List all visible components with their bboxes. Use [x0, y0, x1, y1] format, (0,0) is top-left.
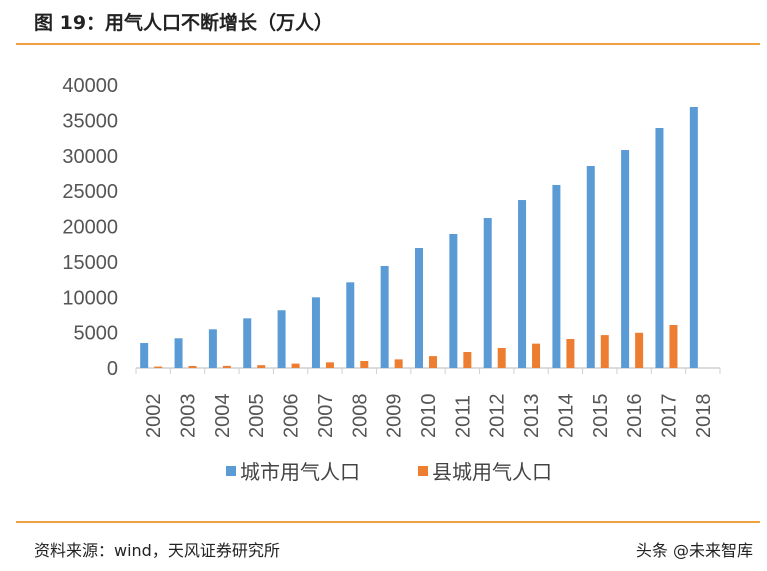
bar-city-2005 — [243, 318, 252, 368]
bar-city-2004 — [208, 329, 217, 368]
x-tick-label: 2004 — [212, 394, 234, 439]
legend-swatch — [418, 466, 428, 476]
bar-county-2008 — [360, 360, 369, 368]
bar-county-2016 — [635, 332, 644, 368]
legend-label: 城市用气人口 — [240, 460, 360, 484]
x-tick-label: 2006 — [281, 394, 303, 439]
bottom-divider — [16, 521, 760, 523]
bar-city-2011 — [449, 233, 458, 368]
watermark: 头条 @未来智库 — [635, 541, 753, 560]
y-tick-label: 40000 — [62, 75, 118, 97]
bar-county-2014 — [566, 338, 575, 368]
bar-city-2006 — [277, 310, 286, 368]
bar-county-2013 — [532, 343, 541, 368]
bar-city-2017 — [655, 128, 664, 368]
bar-city-2008 — [346, 282, 355, 368]
y-tick-label: 5000 — [74, 323, 119, 345]
bar-county-2010 — [429, 356, 437, 368]
bar-city-2015 — [586, 166, 595, 368]
bar-county-2004 — [222, 365, 231, 368]
y-tick-label: 20000 — [62, 217, 118, 239]
y-tick-label: 10000 — [62, 287, 118, 309]
y-tick-label: 25000 — [62, 181, 118, 203]
bar-city-2018 — [689, 107, 698, 369]
y-tick-label: 30000 — [62, 146, 118, 168]
bar-county-2017 — [669, 324, 678, 368]
x-tick-label: 2012 — [487, 394, 509, 439]
x-tick-label: 2015 — [590, 394, 612, 439]
legend-swatch — [226, 466, 236, 476]
y-tick-label: 0 — [107, 358, 118, 380]
bar-city-2016 — [621, 150, 630, 368]
bar-city-2007 — [311, 297, 320, 368]
legend-label: 县城用气人口 — [432, 460, 552, 484]
x-tick-label: 2005 — [246, 394, 268, 439]
bar-county-2003 — [188, 366, 197, 368]
bar-county-2009 — [394, 359, 403, 368]
bar-county-2006 — [291, 363, 300, 368]
bar-county-2012 — [497, 347, 506, 368]
bar-county-2007 — [325, 362, 334, 368]
bar-county-2005 — [257, 365, 266, 368]
bar-county-2015 — [600, 335, 609, 368]
bar-city-2002 — [140, 343, 149, 368]
bar-city-2010 — [415, 248, 423, 368]
top-divider — [16, 43, 760, 45]
figure-title: 图 19：用气人口不断增长（万人） — [34, 12, 334, 34]
bar-city-2014 — [552, 184, 561, 368]
x-tick-label: 2003 — [178, 394, 200, 439]
x-tick-label: 2007 — [315, 394, 337, 439]
x-tick-label: 2002 — [143, 394, 165, 439]
x-tick-label: 2011 — [452, 395, 474, 438]
x-tick-label: 2014 — [555, 394, 577, 439]
source-note: 资料来源：wind，天风证券研究所 — [34, 541, 280, 560]
x-tick-label: 2009 — [384, 394, 406, 439]
bar-county-2002 — [154, 366, 163, 368]
x-tick-label: 2013 — [521, 394, 543, 439]
bar-city-2009 — [380, 265, 389, 368]
x-tick-label: 2008 — [349, 394, 371, 439]
x-tick-label: 2010 — [418, 394, 440, 439]
bar-county-2011 — [463, 352, 472, 368]
y-tick-label: 35000 — [62, 110, 118, 132]
x-tick-label: 2018 — [693, 394, 715, 439]
bar-city-2012 — [483, 218, 492, 368]
bar-city-2003 — [174, 338, 183, 368]
x-tick-label: 2017 — [658, 394, 680, 439]
bar-city-2013 — [518, 200, 527, 368]
x-tick-label: 2016 — [624, 394, 646, 439]
y-tick-label: 15000 — [62, 252, 118, 274]
